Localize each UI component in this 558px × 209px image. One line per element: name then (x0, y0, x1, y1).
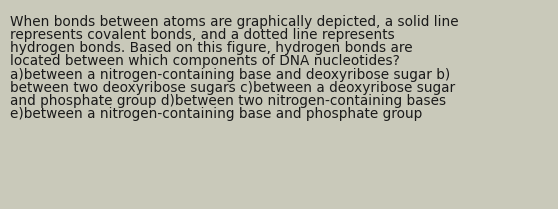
Text: and phosphate group d)between two nitrogen-containing bases: and phosphate group d)between two nitrog… (10, 94, 446, 108)
Text: hydrogen bonds. Based on this figure, hydrogen bonds are: hydrogen bonds. Based on this figure, hy… (10, 41, 413, 55)
Text: e)between a nitrogen-containing base and phosphate group: e)between a nitrogen-containing base and… (10, 107, 422, 121)
Text: When bonds between atoms are graphically depicted, a solid line: When bonds between atoms are graphically… (10, 15, 459, 29)
Text: represents covalent bonds, and a dotted line represents: represents covalent bonds, and a dotted … (10, 28, 395, 42)
Text: a)between a nitrogen-containing base and deoxyribose sugar b): a)between a nitrogen-containing base and… (10, 68, 450, 82)
Text: located between which components of DNA nucleotides?: located between which components of DNA … (10, 54, 400, 68)
Text: between two deoxyribose sugars c)between a deoxyribose sugar: between two deoxyribose sugars c)between… (10, 81, 455, 95)
